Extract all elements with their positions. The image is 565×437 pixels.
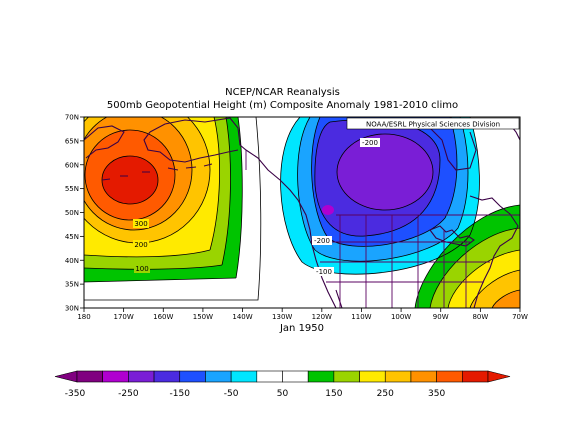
colorbar-swatch [307,370,335,383]
colorbar-tick-label: 150 [325,389,342,399]
colorbar-swatch [230,370,258,383]
contour-label-group: 300 200 100 -200 -200 -100 [133,138,380,276]
colorbar-swatch [462,370,489,383]
colorbar-tick-label: 350 [428,389,445,399]
contour-label: 100 [135,265,148,273]
lat-tick-label: 45N [65,233,79,241]
credit-text: NOAA/ESRL Physical Sciences Division [366,121,500,129]
contour-label: 200 [134,241,147,249]
colorbar-swatch [153,370,181,383]
contour-label: -200 [314,237,330,245]
lon-tick-label: 120W [312,313,332,321]
colorbar-swatch [256,370,283,383]
lon-tick-label: 110W [351,313,371,321]
lon-tick-label: 180 [77,313,90,321]
credit-box [346,117,520,130]
colorbar-swatch [333,370,360,383]
lat-tick-label: 65N [65,137,79,145]
pacific-positive-anomaly [84,117,243,282]
lat-tick-label: 40N [65,257,79,265]
colorbar-swatch [205,370,232,383]
chart-title-line1: NCEP/NCAR Reanalysis [225,87,340,98]
lat-tick-label: 55N [65,185,79,193]
colorbar-arrow-high [487,370,511,383]
colorbar-swatch [179,370,206,383]
lat-tick-label: 50N [65,209,79,217]
colorbar-swatch [384,370,412,383]
colorbar-tick-label: 50 [277,389,289,399]
state-boundaries [245,150,520,308]
lon-tick-label: 150W [193,313,213,321]
lat-tick-label: 60N [65,161,79,169]
colorbar-swatch [128,370,155,383]
colorbar-tick-label: -50 [224,389,239,399]
colorbar-tick-label: -150 [170,389,191,399]
lon-tick-label: 140W [232,313,252,321]
colorbar-swatch [76,370,103,383]
contour-label: -200 [362,139,378,147]
lon-tick-label: 100W [391,313,411,321]
colorbar-swatch [359,370,386,383]
lon-tick-label: 70W [512,313,528,321]
anomaly-field [84,117,520,308]
lon-tick-label: 80W [472,313,488,321]
colorbar-swatch [102,370,129,383]
latitude-axis: 70N 65N 60N 55N 50N 45N 40N 35N 30N [65,114,84,313]
longitude-axis: 180 170W 160W 150W 140W 130W 120W 110W 100W 90W 80… [77,308,528,321]
colorbar-tick-label: -250 [118,389,139,399]
contour-label: -100 [316,268,332,276]
colorbar-tick-label: 250 [377,389,394,399]
contour-label: 300 [134,220,147,228]
colorbar-arrow-low [54,370,78,383]
lat-tick-label: 35N [65,281,79,289]
lat-tick-label: 70N [65,114,79,122]
coastlines [84,117,520,308]
period-label: Jan 1950 [279,323,324,334]
chart-title-line2: 500mb Geopotential Height (m) Composite … [106,100,459,111]
colorbar-tick-label: -350 [65,389,86,399]
colorbar-swatch [282,370,309,383]
colorbar-swatch [410,370,437,383]
colorbar-swatch [436,370,463,383]
lat-tick-label: 30N [65,305,79,313]
lon-tick-label: 90W [433,313,449,321]
lon-tick-label: 130W [272,313,292,321]
lon-tick-label: 160W [153,313,173,321]
colorbar: -350 -250 -150 -50 50 150 250 350 [54,370,511,399]
lon-tick-label: 170W [113,313,133,321]
